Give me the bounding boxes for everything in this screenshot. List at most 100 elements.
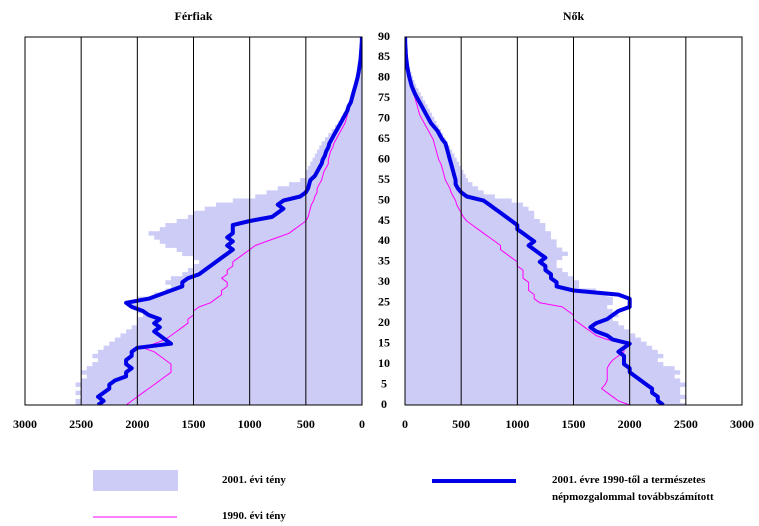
age-bar — [405, 243, 557, 248]
x-tick-label: 1000 — [505, 417, 529, 431]
age-bar — [215, 202, 362, 207]
age-bar — [277, 186, 362, 191]
age-bar — [288, 182, 362, 187]
age-bar — [405, 374, 675, 379]
age-bar — [405, 108, 430, 113]
age-bar — [126, 300, 362, 306]
age-bar — [405, 382, 686, 387]
age-bar — [182, 272, 362, 277]
x-tick-label: 2000 — [125, 417, 149, 431]
age-bar — [308, 165, 362, 171]
age-bar — [405, 313, 619, 318]
age-bar — [120, 333, 362, 338]
age-bar — [405, 137, 446, 142]
age-bar — [98, 357, 362, 363]
age-bar — [405, 124, 439, 130]
age-bar — [165, 288, 362, 293]
age-bar — [405, 186, 479, 191]
x-tick-label: 2000 — [618, 417, 642, 431]
age-bar — [405, 165, 462, 171]
age-bar — [109, 341, 362, 347]
age-bar — [405, 218, 540, 224]
x-tick-label: 500 — [297, 417, 315, 431]
age-bar — [405, 317, 613, 322]
age-bar — [154, 292, 362, 297]
age-bar — [193, 263, 362, 269]
y-tick-label: 10 — [378, 356, 390, 370]
y-tick-label: 70 — [378, 111, 390, 125]
age-bar — [405, 206, 529, 212]
age-bar — [357, 75, 362, 81]
age-bar — [232, 198, 362, 203]
age-bar — [321, 141, 362, 146]
age-bar — [405, 402, 686, 405]
age-bar — [405, 247, 563, 252]
age-bar — [353, 92, 362, 97]
x-tick-label: 500 — [452, 417, 470, 431]
age-bar — [324, 137, 362, 142]
age-bar — [405, 366, 675, 371]
panel-plot — [75, 37, 362, 405]
age-bar — [159, 239, 362, 244]
x-tick-label: 3000 — [13, 417, 37, 431]
age-bar — [81, 394, 362, 400]
age-bar — [405, 190, 484, 195]
age-bar — [405, 194, 495, 199]
age-bar — [165, 280, 362, 285]
age-bar — [405, 104, 428, 109]
age-bar — [405, 145, 450, 150]
y-tick-label: 25 — [378, 295, 390, 309]
age-bar — [142, 313, 362, 318]
age-bar — [114, 337, 362, 342]
plot-frame — [24, 36, 363, 406]
age-bar — [182, 251, 362, 257]
age-bar — [92, 353, 362, 359]
age-bar — [187, 268, 362, 273]
y-tick-label: 40 — [378, 233, 390, 247]
age-bar — [405, 251, 568, 257]
age-bar — [171, 276, 362, 281]
age-bar — [159, 227, 362, 232]
age-bar — [405, 235, 552, 240]
legend-swatch — [93, 470, 178, 491]
age-bar — [317, 149, 362, 154]
age-bar — [405, 280, 580, 285]
age-bar — [338, 120, 362, 126]
age-bar — [405, 149, 453, 154]
age-bar — [131, 325, 362, 330]
x-tick-label: 3000 — [730, 417, 754, 431]
y-tick-label: 0 — [381, 397, 387, 411]
age-bar — [340, 116, 362, 122]
y-tick-label: 45 — [378, 213, 390, 227]
age-bar — [319, 145, 362, 150]
age-bar — [405, 268, 563, 273]
age-bar — [405, 231, 552, 236]
y-tick-label: 75 — [378, 90, 390, 104]
age-bar — [171, 284, 362, 289]
y-tick-label: 15 — [378, 335, 390, 349]
age-bar — [347, 104, 362, 109]
panel-plot — [405, 37, 686, 405]
age-bar — [405, 357, 658, 363]
panel-title: Férfiak — [175, 9, 213, 23]
legend-label: 2001. évre 1990-től a természetes népmoz… — [552, 474, 714, 503]
age-bar — [176, 218, 362, 224]
age-bar — [405, 173, 466, 179]
panel-title: Nők — [563, 9, 585, 23]
x-tick-label: 1000 — [238, 417, 262, 431]
age-bar — [405, 259, 557, 265]
age-bar — [405, 304, 608, 310]
x-tick-label: 0 — [359, 417, 365, 431]
age-bar — [405, 157, 457, 163]
legend-label: 1990. évi tény — [222, 510, 286, 522]
age-bar — [300, 178, 362, 183]
x-tick-label: 2500 — [674, 417, 698, 431]
age-bar — [405, 284, 580, 289]
age-bar — [405, 263, 557, 269]
age-bar — [405, 378, 681, 383]
y-tick-label: 80 — [378, 70, 390, 84]
age-bar — [405, 390, 681, 396]
age-bar — [193, 255, 362, 261]
age-bar — [92, 362, 362, 367]
